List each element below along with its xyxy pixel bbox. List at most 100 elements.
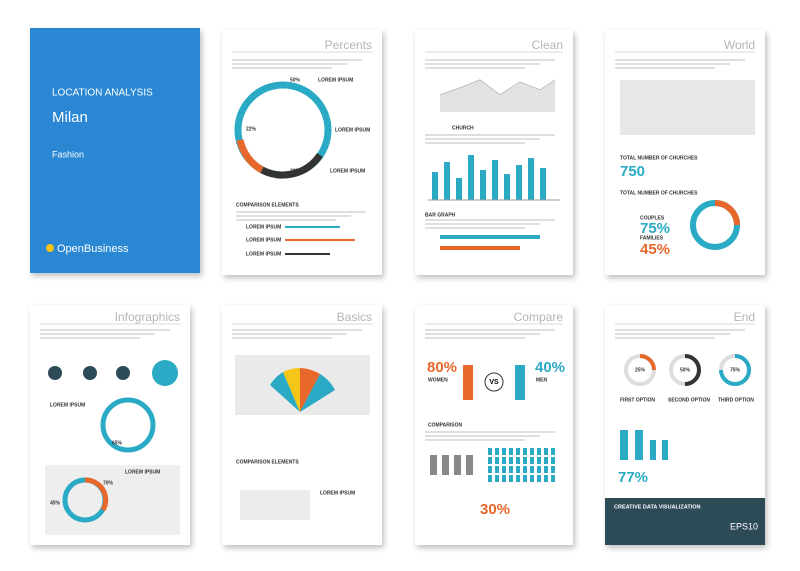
fan-decoration <box>300 374 335 412</box>
label: LOREM IPSUM <box>50 402 85 408</box>
bar-decoration <box>504 174 510 200</box>
person-icon <box>530 466 534 473</box>
label: TOTAL NUMBER OF CHURCHES <box>620 190 698 196</box>
icon <box>463 365 473 400</box>
ring <box>100 397 156 453</box>
person-icon <box>523 448 527 455</box>
person-icon <box>551 448 555 455</box>
person-icon <box>537 457 541 464</box>
label: 75% <box>730 367 741 373</box>
person-icon <box>466 455 473 475</box>
cover-city: Milan <box>52 109 88 126</box>
person-icon <box>516 457 520 464</box>
bar-decoration <box>285 226 340 228</box>
page <box>415 305 573 545</box>
person-icon <box>551 466 555 473</box>
person-icon <box>509 466 513 473</box>
person-icon <box>551 457 555 464</box>
person-icon <box>516 466 520 473</box>
icon <box>620 430 628 460</box>
person-icon <box>454 455 461 475</box>
person-icon <box>530 457 534 464</box>
label: EPS10 <box>730 521 758 531</box>
bar-decoration <box>516 165 522 200</box>
label: LOREM IPSUM <box>320 490 355 496</box>
fan-decoration <box>300 368 320 412</box>
bar-decoration <box>440 246 520 250</box>
fan-decoration <box>270 372 300 412</box>
person-icon <box>509 475 513 482</box>
label: 25% <box>635 367 646 373</box>
ring-segment <box>236 139 264 174</box>
cover-heading: LOCATION ANALYSIS <box>52 88 153 99</box>
page-title: Clean <box>532 38 563 52</box>
bar-decoration <box>492 160 498 200</box>
label: COUPLES <box>640 215 665 221</box>
person-icon <box>495 475 499 482</box>
stat: 45% <box>640 241 670 258</box>
label: FIRST OPTION <box>620 397 655 403</box>
person-icon <box>488 457 492 464</box>
person-icon <box>523 466 527 473</box>
fan-decoration <box>283 368 300 412</box>
label: CREATIVE DATA VISUALIZATION <box>614 504 700 510</box>
icon-row <box>48 360 178 386</box>
icon <box>515 365 525 400</box>
stat: 40% <box>535 359 565 376</box>
bar-group <box>428 155 560 201</box>
label: 65% <box>112 440 123 446</box>
person-icon <box>488 466 492 473</box>
page-title: Compare <box>514 310 564 324</box>
label: LOREM IPSUM <box>246 224 281 230</box>
label: MEN <box>536 377 548 383</box>
bar-decoration <box>285 239 355 241</box>
icon-circle <box>116 366 130 380</box>
vs-circle <box>484 372 504 392</box>
icon-grid <box>430 448 555 482</box>
person-icon <box>488 448 492 455</box>
label: 50% <box>290 77 301 83</box>
label: 22% <box>246 126 257 132</box>
person-icon <box>442 455 449 475</box>
icon-circle <box>83 366 97 380</box>
label: 70% <box>103 480 114 486</box>
person-icon <box>530 475 534 482</box>
person-icon <box>544 448 548 455</box>
label: FAMILIES <box>640 235 664 241</box>
ring-segment <box>684 354 701 386</box>
bar-decoration <box>456 178 462 200</box>
person-icon <box>502 457 506 464</box>
person-icon <box>516 475 520 482</box>
bar-decoration <box>440 235 540 239</box>
person-icon <box>544 466 548 473</box>
label: THIRD OPTION <box>718 397 754 403</box>
footer-band <box>605 498 765 545</box>
ring-segment <box>714 200 740 226</box>
person-icon <box>551 475 555 482</box>
person-icon <box>530 448 534 455</box>
person-icon <box>495 457 499 464</box>
icon-circle <box>152 360 178 386</box>
ring-segment <box>719 354 751 386</box>
page-title: Infographics <box>115 310 180 324</box>
map-decoration <box>240 490 310 520</box>
bar-decoration <box>432 172 438 200</box>
map-decoration <box>620 80 755 135</box>
label: WOMEN <box>428 377 448 383</box>
page <box>222 30 382 275</box>
label: LOREM IPSUM <box>318 77 353 83</box>
label: BAR GRAPH <box>425 212 456 218</box>
person-icon <box>509 448 513 455</box>
label: 50% <box>680 367 691 373</box>
label: LOREM IPSUM <box>125 469 160 475</box>
bar-decoration <box>540 168 546 200</box>
area-decoration <box>440 80 555 112</box>
label: 45% <box>50 500 61 506</box>
label: SECOND OPTION <box>668 397 710 403</box>
person-icon <box>502 475 506 482</box>
label: CHURCH <box>452 125 474 131</box>
stat: 750 <box>620 163 645 180</box>
cover-page <box>30 28 200 273</box>
ring-segment <box>639 354 656 371</box>
